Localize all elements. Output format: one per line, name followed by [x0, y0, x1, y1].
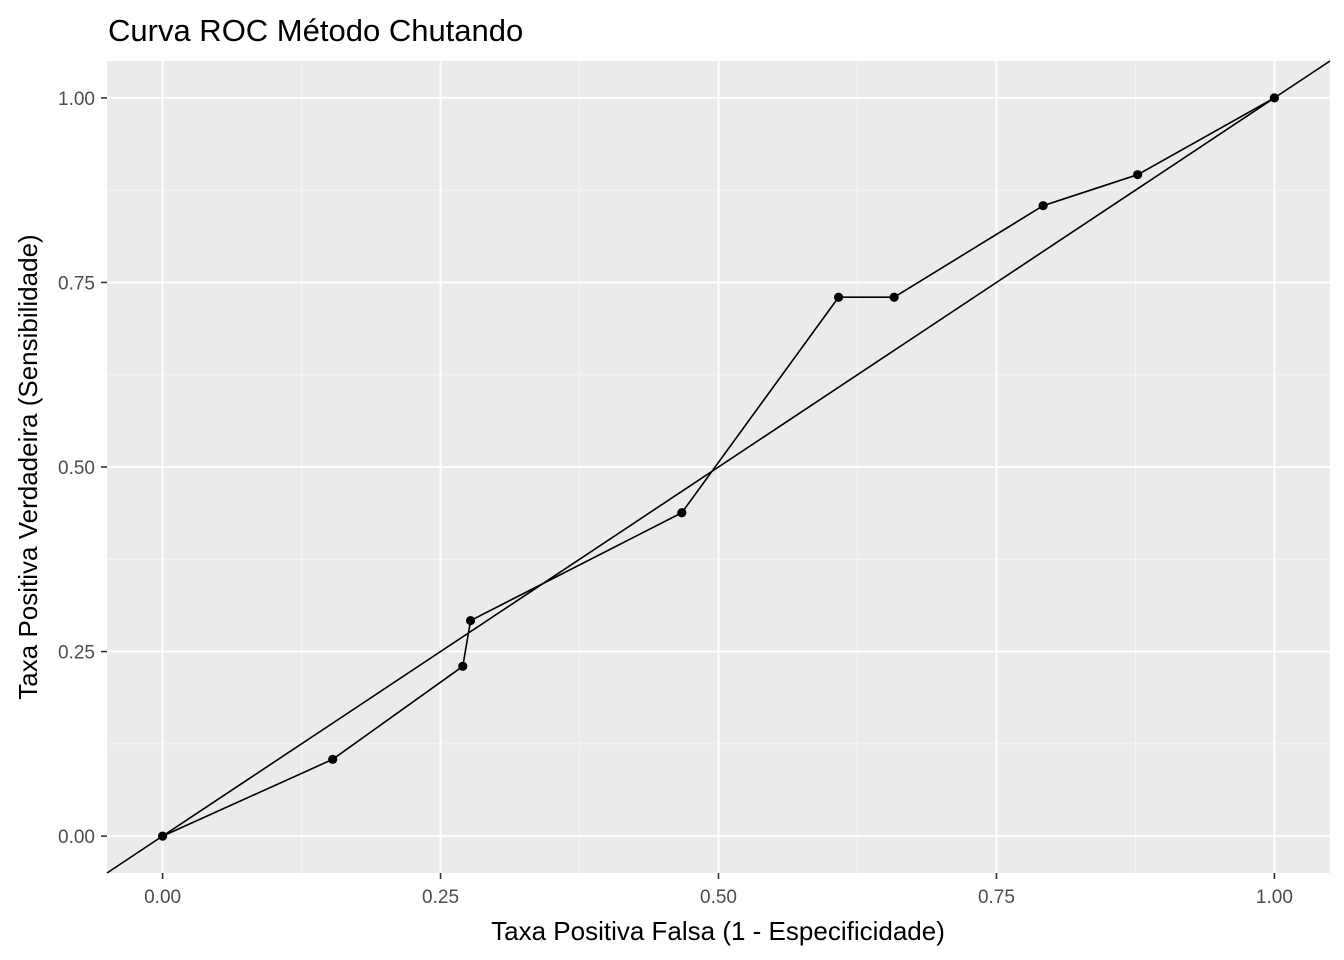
x-tick-label: 0.75 [978, 887, 1015, 908]
roc-point [833, 292, 844, 302]
x-tick-label: 0.25 [422, 887, 459, 908]
roc-point [458, 661, 468, 671]
y-tick-label: 0.00 [58, 827, 95, 848]
y-tick-label: 0.50 [58, 458, 95, 479]
chart-title: Curva ROC Método Chutando [108, 13, 523, 48]
x-axis-ticks: 0.00 0.25 0.50 0.75 1.00 [144, 873, 1293, 908]
x-tick-label: 0.00 [144, 887, 181, 908]
roc-point [677, 508, 687, 518]
roc-point [889, 292, 899, 302]
series-layer [157, 93, 1280, 841]
reference-line-layer [106, 60, 1331, 874]
x-tick-label: 1.00 [1256, 887, 1293, 908]
roc-point [157, 831, 168, 841]
x-tick-label: 0.50 [700, 887, 737, 908]
roc-point [1038, 201, 1048, 211]
x-axis-title: Taxa Positiva Falsa (1 - Especificidade) [491, 916, 945, 946]
roc-point [465, 615, 476, 626]
y-axis-ticks: 0.00 0.25 0.50 0.75 1.00 [58, 89, 107, 848]
y-tick-label: 0.75 [58, 273, 95, 294]
y-axis-title: Taxa Positiva Verdadeira (Sensibilidade) [13, 234, 43, 699]
roc-curve-line [162, 97, 1275, 837]
y-tick-label: 0.25 [58, 643, 95, 664]
roc-point [328, 754, 338, 764]
roc-point [1133, 170, 1143, 180]
reference-line [106, 60, 1331, 874]
roc-point [1269, 93, 1280, 103]
y-tick-label: 1.00 [58, 89, 95, 110]
